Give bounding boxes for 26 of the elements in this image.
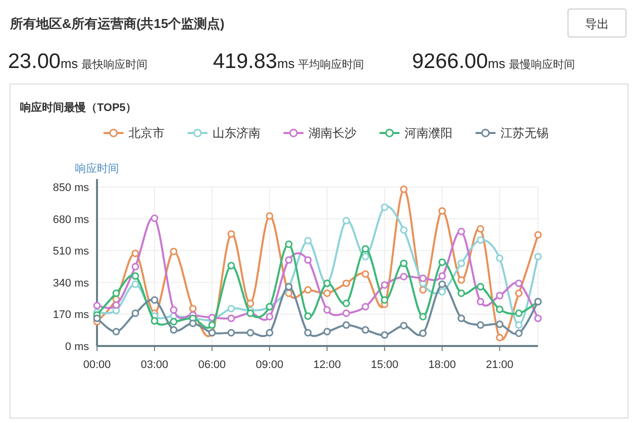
- y-tick-label: 170 ms: [52, 309, 90, 322]
- text: 23.00ms 最快响应时间: [8, 50, 148, 73]
- x-tick-label: 12:00: [313, 359, 341, 371]
- legend-label: 山东济南: [212, 126, 260, 140]
- y-tick-label: 340 ms: [52, 277, 90, 290]
- y-tick-label: 510 ms: [52, 246, 90, 258]
- x-tick-label: 15:00: [370, 359, 398, 371]
- y-axis-title: 响应时间: [75, 162, 119, 175]
- text: 9266.00ms 最慢响应时间: [412, 50, 575, 73]
- legend-label: 江苏无锡: [500, 126, 548, 140]
- x-tick-label: 18:00: [428, 359, 456, 371]
- x-tick-label: 06:00: [198, 359, 226, 371]
- legend-label: 河南濮阳: [404, 126, 452, 140]
- y-tick-label: 680 ms: [52, 214, 90, 226]
- button: 导出: [568, 8, 626, 38]
- x-tick-label: 21:00: [486, 359, 514, 371]
- text: 419.83ms 平均响应时间: [213, 50, 364, 73]
- chart-subtitle: 响应时间最慢（TOP5）: [20, 101, 137, 114]
- x-tick-label: 09:00: [256, 359, 284, 371]
- chart-title: 所有地区&所有运营商(共15个监测点): [9, 16, 225, 31]
- y-tick-label: 850 ms: [52, 182, 90, 194]
- x-tick-label: 03:00: [140, 359, 168, 371]
- y-tick-label: 0 ms: [65, 341, 90, 353]
- legend-label: 湖南长沙: [308, 126, 356, 140]
- x-tick-label: 00:00: [83, 359, 111, 371]
- legend-label: 北京市: [128, 126, 164, 140]
